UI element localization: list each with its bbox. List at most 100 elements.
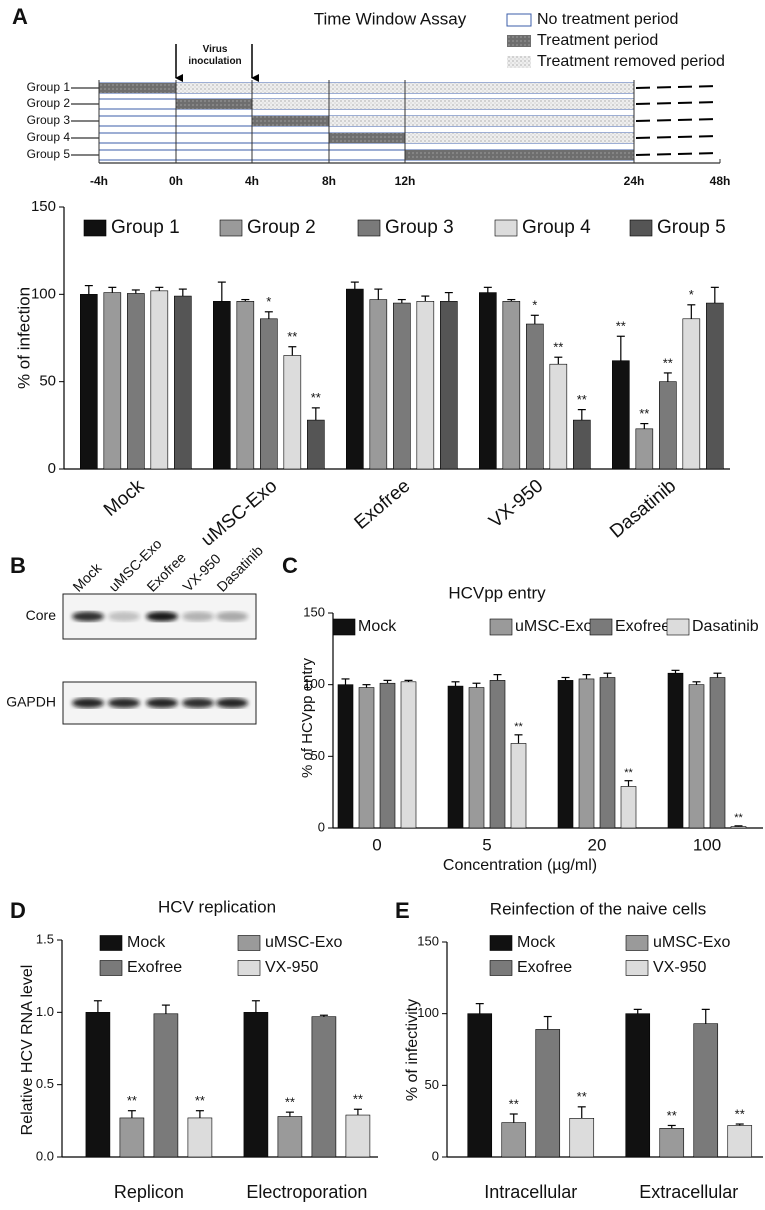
- treatment: [252, 116, 329, 126]
- bar: [569, 1118, 595, 1158]
- legend-label: Treatment removed period: [537, 53, 725, 70]
- legend-label: Group 4: [522, 217, 591, 238]
- bar: [393, 302, 411, 470]
- bar: [620, 786, 637, 829]
- y-tick-label: 100: [31, 285, 56, 302]
- legend-label: Mock: [127, 934, 166, 951]
- significance: **: [624, 767, 633, 779]
- legend-label: Exofree: [615, 618, 670, 635]
- bar: [667, 672, 684, 829]
- legend-label: Group 5: [657, 217, 726, 238]
- significance: **: [735, 1106, 745, 1121]
- bar: [727, 1125, 753, 1158]
- bar: [730, 826, 747, 829]
- bar: [369, 299, 388, 470]
- bar: [346, 288, 364, 470]
- significance: **: [509, 1096, 519, 1111]
- y-axis-label: Relative HCV RNA level: [19, 965, 36, 1136]
- continuation: [635, 135, 721, 139]
- bar: [557, 680, 574, 829]
- virus-label: Virus inoculation: [188, 44, 242, 67]
- treatment: [176, 99, 252, 109]
- bar: [625, 1013, 651, 1158]
- bar: [311, 1016, 337, 1158]
- bar: [501, 1122, 527, 1158]
- blot-band: [146, 698, 178, 708]
- bar: [243, 1012, 269, 1158]
- blot-band: [216, 611, 248, 622]
- legend-swatch: [332, 618, 356, 636]
- x-tick-label: 5: [482, 835, 491, 854]
- x-tick-label: Extracellular: [639, 1182, 738, 1202]
- x-tick-label: Electroporation: [246, 1182, 367, 1202]
- x-tick-label: 100: [693, 835, 721, 854]
- continuation: [635, 118, 721, 122]
- bar: [283, 355, 302, 470]
- blot-band: [182, 698, 214, 708]
- blot-band: [72, 611, 104, 622]
- legend-label: VX-950: [653, 959, 706, 976]
- y-tick-label: 0: [432, 1148, 439, 1163]
- bar: [440, 301, 458, 470]
- diagram-title: Time Window Assay: [314, 9, 467, 28]
- y-axis-label: % of HCVpp entry: [299, 657, 316, 778]
- y-tick-label: 0.0: [36, 1148, 54, 1163]
- legend-swatch: [99, 935, 123, 951]
- x-tick-label: VX-950: [485, 476, 547, 533]
- bar: [337, 684, 354, 829]
- continuation: [635, 85, 721, 89]
- treatment-removed: [405, 133, 634, 143]
- treatment: [329, 133, 405, 143]
- legend-label: Group 2: [247, 217, 316, 238]
- bar: [706, 302, 724, 470]
- legend-swatch: [489, 960, 513, 976]
- y-tick-label: 50: [39, 373, 56, 390]
- legend-swatch: [237, 960, 261, 976]
- panel-label: C: [282, 553, 298, 578]
- blot-band: [108, 611, 140, 622]
- treatment: [405, 150, 634, 160]
- time-label: 0h: [169, 174, 183, 188]
- x-axis-label: Concentration (µg/ml): [443, 857, 597, 874]
- legend-swatch: [489, 935, 513, 951]
- bar: [153, 1013, 179, 1158]
- significance: **: [577, 392, 587, 407]
- bar: [174, 295, 192, 470]
- time-label: 4h: [245, 174, 259, 188]
- significance: **: [734, 812, 743, 824]
- time-label: 8h: [322, 174, 336, 188]
- group-label: Group 2: [27, 96, 71, 110]
- bar: [213, 301, 231, 470]
- bar: [150, 290, 169, 470]
- bar: [307, 419, 325, 470]
- panel-label: D: [10, 898, 26, 923]
- legend-swatch: [237, 935, 261, 951]
- blot-band: [182, 611, 214, 622]
- bar: [526, 323, 544, 470]
- legend-label: Mock: [517, 934, 556, 951]
- lane-label: Dasatinib: [213, 542, 266, 595]
- significance: *: [532, 298, 537, 313]
- treatment-removed: [252, 99, 634, 109]
- row-label: GAPDH: [6, 694, 56, 710]
- legend-label: uMSC-Exo: [265, 934, 342, 951]
- bar: [416, 301, 435, 470]
- legend-swatch: [99, 960, 123, 976]
- bar: [85, 1012, 111, 1158]
- y-tick-label: 1.0: [36, 1004, 54, 1019]
- significance: **: [311, 390, 321, 405]
- bar: [709, 677, 726, 829]
- significance: **: [195, 1093, 205, 1108]
- bar: [693, 1023, 719, 1158]
- significance: **: [285, 1094, 295, 1109]
- bar: [549, 363, 568, 470]
- chart-title: HCVpp entry: [448, 583, 546, 602]
- blot-band: [146, 611, 178, 622]
- legend-label: Dasatinib: [692, 618, 759, 635]
- bar: [502, 301, 521, 470]
- bar: [599, 677, 616, 829]
- significance: **: [639, 406, 649, 421]
- blot-band: [72, 698, 104, 708]
